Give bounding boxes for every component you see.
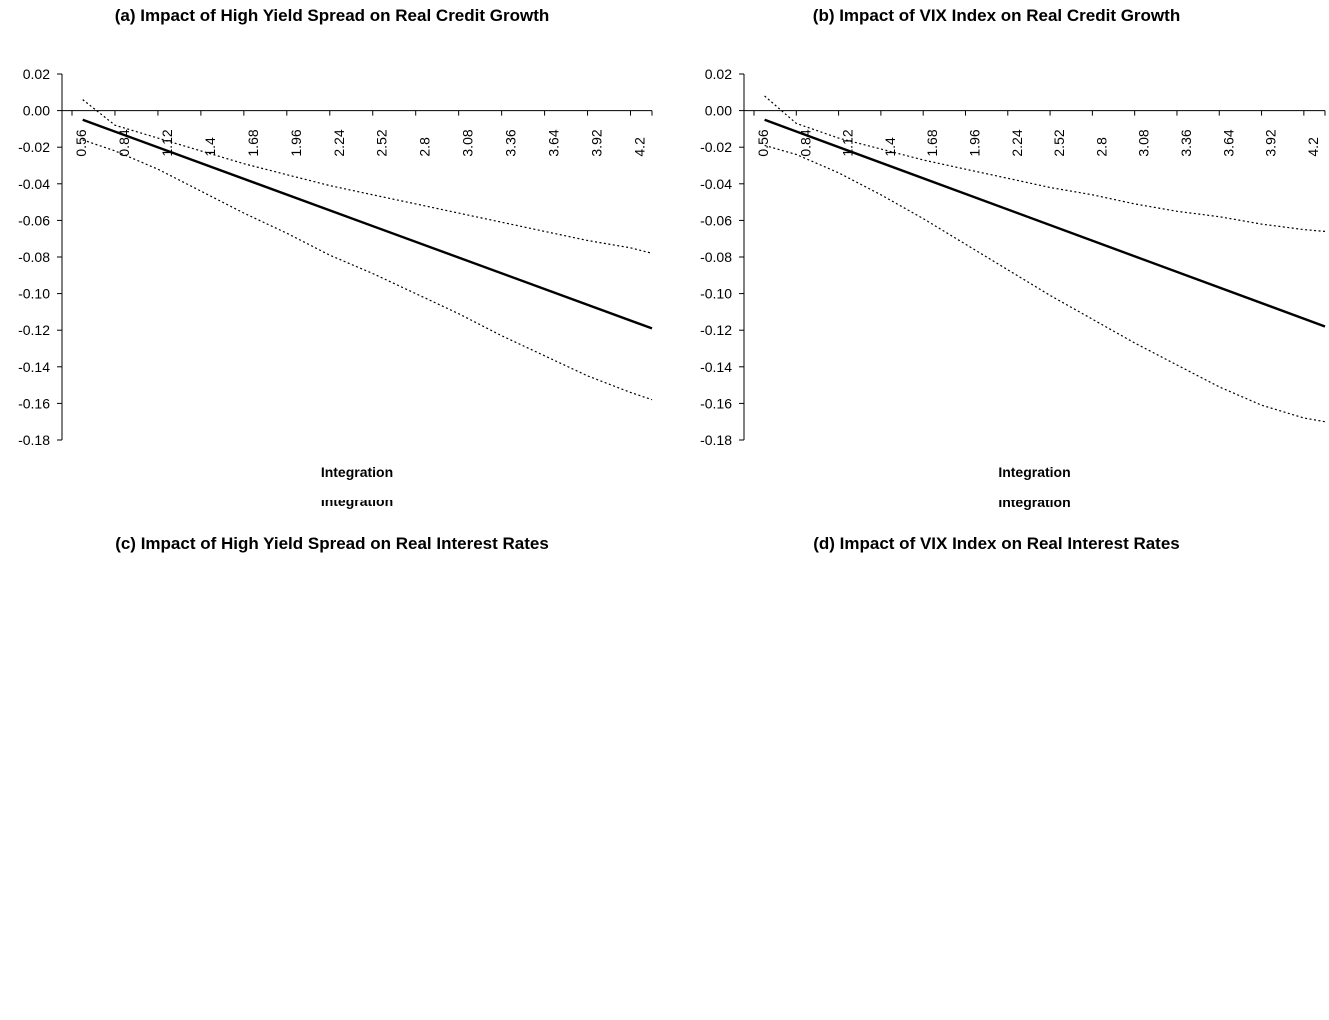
y-tick-label: -0.16 <box>700 395 732 411</box>
series-estimate-line <box>764 118 1326 328</box>
x-axis-title: Integration <box>998 464 1070 480</box>
y-tick-label: -0.08 <box>700 249 732 265</box>
x-axis-title: Integration <box>321 500 393 509</box>
chart-title: (d) Impact of VIX Index on Real Interest… <box>813 534 1180 553</box>
y-tick-label: -0.08 <box>18 249 50 265</box>
y-tick-label: -0.06 <box>18 212 50 228</box>
chart-panel-b: (b) Impact of VIX Index on Real Credit G… <box>664 0 1329 500</box>
y-tick-label: -0.04 <box>18 176 50 192</box>
y-tick-label: -0.02 <box>700 139 732 155</box>
x-tick-label: 1.4 <box>882 137 898 157</box>
x-tick-label: 0.56 <box>755 129 771 156</box>
x-tick-label: 3.92 <box>589 129 605 156</box>
x-tick-label: 2.24 <box>1009 129 1025 156</box>
x-tick-label: 0.56 <box>73 129 89 156</box>
x-tick-label: 4.2 <box>632 137 648 157</box>
y-tick-label: 0.02 <box>705 66 732 82</box>
x-tick-label: 2.52 <box>374 129 390 156</box>
x-tick-label: 2.52 <box>1051 129 1067 156</box>
chart-title: (c) Impact of High Yield Spread on Real … <box>115 534 549 553</box>
chart-panel-c: (c) Impact of High Yield Spread on Real … <box>0 93 664 1015</box>
x-tick-label: 3.92 <box>1263 129 1279 156</box>
y-tick-label: -0.12 <box>700 322 732 338</box>
y-tick-label: -0.10 <box>700 286 732 302</box>
chart-b-svg: 0.02 0.00 -0.02 -0.04 -0.06 -0.08 -0.10 -0.12 -0… <box>700 66 1326 480</box>
y-tick-label: -0.02 <box>18 139 50 155</box>
x-tick-label: 3.64 <box>546 129 562 156</box>
x-tick-label: 3.08 <box>460 129 476 156</box>
x-tick-label: 1.96 <box>966 129 982 156</box>
chart-panel-d: (d) Impact of VIX Index on Real Interest… <box>664 93 1329 1015</box>
x-tick-label: 3.36 <box>503 129 519 156</box>
chart-d-svg: 0.350.300.250.200.150.100.050.00-0.050.5… <box>700 93 1326 510</box>
chart-c-svg: 0.250.200.150.100.050.00-0.050.560.841.1… <box>18 93 653 509</box>
x-axis-title: Integration <box>321 464 393 480</box>
y-tick-label: -0.16 <box>18 395 50 411</box>
chart-title: (b) Impact of VIX Index on Real Credit G… <box>812 6 1181 25</box>
y-tick-label: 0.02 <box>23 66 50 82</box>
x-tick-label: 1.68 <box>245 129 261 156</box>
y-tick-label: -0.10 <box>18 286 50 302</box>
y-tick-label: -0.18 <box>18 432 50 448</box>
x-tick-label: 1.68 <box>924 129 940 156</box>
y-tick-label: -0.04 <box>700 176 732 192</box>
y-tick-label: 0.00 <box>23 103 50 119</box>
x-axis-title: Integration <box>998 500 1070 510</box>
x-tick-label: 2.24 <box>331 129 347 156</box>
chart-a-svg: 0.02 0.00 -0.02 -0.04 -0.06 -0.08 -0.10 -0.12 -0… <box>18 66 653 480</box>
series-lower-line <box>764 144 1326 423</box>
series-upper-line <box>82 99 653 254</box>
y-tick-label: -0.14 <box>18 359 50 375</box>
x-tick-label: 3.64 <box>1220 129 1236 156</box>
x-tick-label: 1.96 <box>288 129 304 156</box>
x-tick-label: 3.08 <box>1136 129 1152 156</box>
x-tick-label: 1.4 <box>202 137 218 157</box>
y-tick-label: 0.00 <box>705 103 732 119</box>
x-tick-label: 2.8 <box>417 137 433 157</box>
chart-title: (a) Impact of High Yield Spread on Real … <box>114 6 550 25</box>
chart-panel-a: (a) Impact of High Yield Spread on Real … <box>0 0 664 500</box>
y-tick-label: -0.14 <box>700 359 732 375</box>
series-estimate-line <box>82 118 653 330</box>
series-lower-line <box>82 139 653 401</box>
x-tick-label: 4.2 <box>1305 137 1321 157</box>
series-upper-line <box>764 95 1326 232</box>
y-tick-label: -0.06 <box>700 212 732 228</box>
x-tick-label: 2.8 <box>1093 137 1109 157</box>
y-tick-label: -0.18 <box>700 432 732 448</box>
x-tick-label: 3.36 <box>1178 129 1194 156</box>
y-tick-label: -0.12 <box>18 322 50 338</box>
